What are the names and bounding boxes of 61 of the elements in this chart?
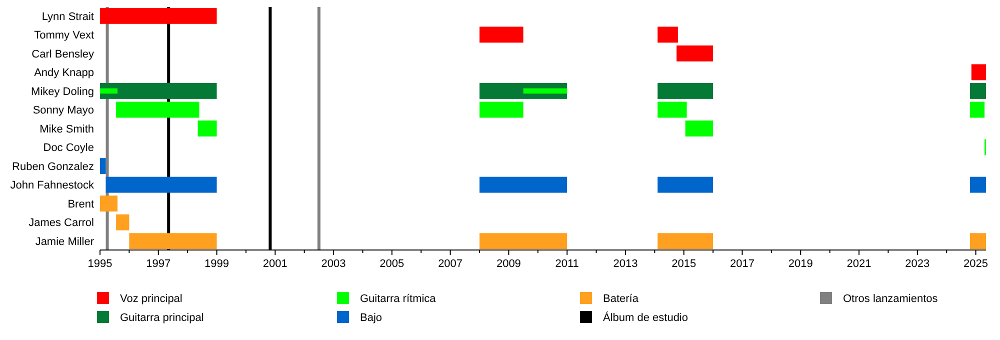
x-tick-label: 2005 bbox=[380, 258, 404, 270]
legend-label: Álbum de estudio bbox=[603, 310, 688, 324]
bar bbox=[129, 233, 217, 250]
bar bbox=[100, 8, 217, 24]
x-tick-label: 2003 bbox=[321, 258, 346, 270]
x-tick-label: 1997 bbox=[146, 258, 171, 270]
bar bbox=[971, 64, 986, 80]
x-tick-label: 2007 bbox=[438, 258, 463, 270]
y-tick-label: Tommy Vext bbox=[34, 30, 94, 42]
y-tick-label: Mikey Doling bbox=[31, 86, 94, 98]
x-tick-label: 2023 bbox=[905, 258, 930, 270]
y-tick-label: Carl Bensley bbox=[32, 48, 94, 60]
bar bbox=[970, 176, 986, 193]
x-tick-label: 1999 bbox=[204, 258, 230, 270]
y-tick-label: Doc Coyle bbox=[43, 142, 94, 154]
y-tick-label: Jamie Miller bbox=[35, 236, 94, 248]
legend-label: Guitarra principal bbox=[120, 312, 204, 324]
bar bbox=[106, 176, 217, 193]
bar bbox=[480, 176, 568, 193]
bar bbox=[658, 26, 678, 43]
x-tick-label: 2001 bbox=[262, 258, 288, 270]
bar bbox=[480, 102, 524, 118]
y-tick-label: Andy Knapp bbox=[34, 67, 94, 80]
y-tick-label: James Carrol bbox=[28, 217, 94, 230]
x-tick-label: 2017 bbox=[730, 258, 754, 270]
x-tick-label: 1995 bbox=[88, 258, 112, 270]
bar bbox=[480, 233, 568, 250]
x-tick-label: 2009 bbox=[496, 258, 521, 270]
x-tick-label: 2011 bbox=[555, 258, 579, 270]
bar bbox=[658, 233, 714, 250]
bar bbox=[100, 158, 106, 174]
x-tick-label: 2015 bbox=[672, 258, 696, 270]
y-tick-label: John Fahnestock bbox=[10, 180, 94, 192]
y-tick-label: Brent bbox=[68, 198, 94, 210]
bar bbox=[658, 176, 714, 193]
bar bbox=[658, 82, 714, 99]
bar bbox=[658, 102, 687, 118]
y-tick-label: Lynn Strait bbox=[42, 10, 94, 23]
x-tick-label: 2025 bbox=[964, 258, 988, 270]
legend-label: Bajo bbox=[360, 312, 382, 324]
x-tick-label: 2019 bbox=[788, 258, 813, 270]
y-tick-label: Sonny Mayo bbox=[32, 104, 94, 117]
legend-label: Batería bbox=[603, 292, 640, 305]
bar bbox=[685, 120, 714, 136]
bar bbox=[116, 214, 130, 230]
legend-label: Otros lanzamientos bbox=[843, 292, 938, 305]
y-tick-label: Mike Smith bbox=[40, 123, 94, 136]
legend-label: Voz principal bbox=[120, 292, 182, 305]
bar bbox=[970, 233, 986, 250]
bar bbox=[100, 82, 217, 99]
y-tick-label: Ruben Gonzalez bbox=[12, 160, 94, 173]
x-tick-label: 2013 bbox=[613, 258, 638, 270]
legend-label: Guitarra rítmica bbox=[360, 292, 437, 305]
bar bbox=[970, 102, 985, 118]
bar bbox=[970, 82, 986, 99]
bar bbox=[676, 45, 714, 62]
x-tick-label: 2021 bbox=[846, 258, 872, 270]
bar bbox=[480, 26, 524, 43]
bar bbox=[198, 120, 217, 136]
bar bbox=[116, 102, 200, 118]
bar bbox=[100, 196, 118, 212]
